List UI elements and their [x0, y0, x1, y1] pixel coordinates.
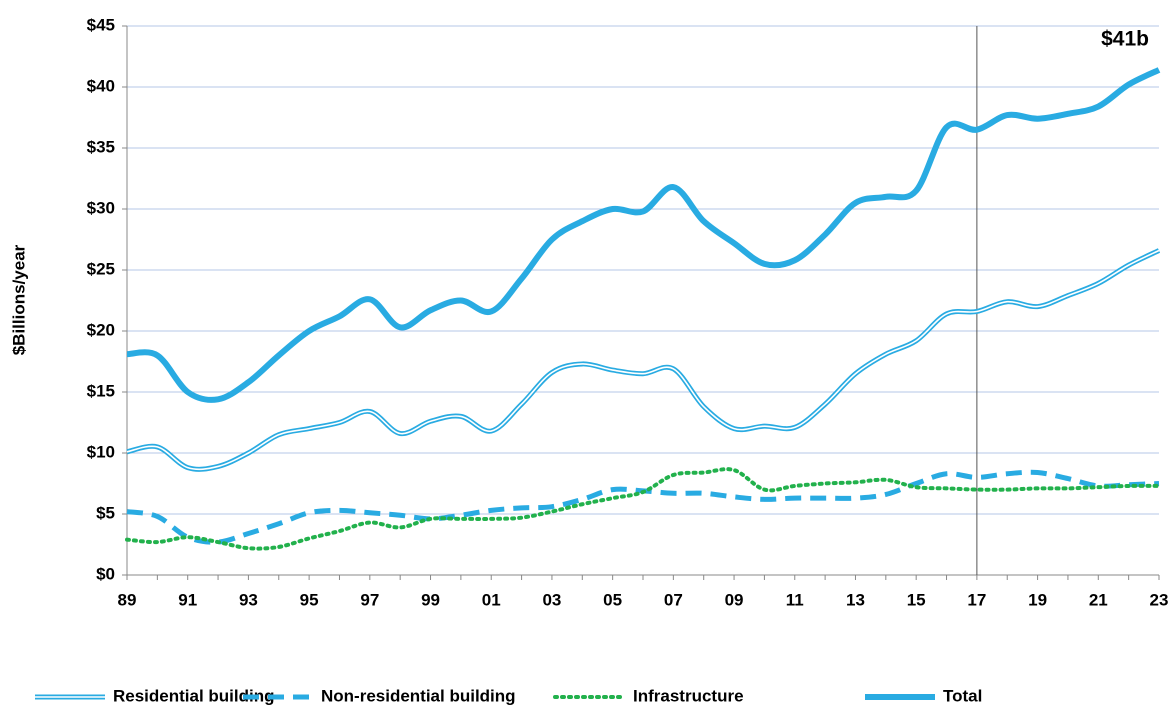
x-tick-label: 97 [360, 590, 379, 609]
series-line-inner [126, 249, 1160, 471]
legend-label: Infrastructure [633, 686, 744, 705]
x-tick-label: 23 [1150, 590, 1169, 609]
y-tick-label: $35 [87, 137, 115, 156]
y-tick-label: $45 [87, 15, 115, 34]
x-tick-label: 91 [178, 590, 197, 609]
y-tick-label: $15 [87, 381, 115, 400]
series-line [126, 248, 1161, 472]
x-tick-label: 93 [239, 590, 258, 609]
series-line [126, 469, 1160, 545]
x-tick-label: 07 [664, 590, 683, 609]
x-tick-label: 03 [542, 590, 561, 609]
legend-label: Total [943, 686, 982, 705]
x-tick-label: 19 [1028, 590, 1047, 609]
x-tick-label: 21 [1089, 590, 1108, 609]
x-tick-label: 89 [118, 590, 137, 609]
series-line [126, 67, 1161, 403]
y-tick-label: $30 [87, 198, 115, 217]
x-tick-label: 95 [300, 590, 319, 609]
x-tick-label: 11 [786, 590, 804, 609]
x-tick-label: 05 [603, 590, 622, 609]
y-tick-label: $10 [87, 442, 115, 461]
y-axis-title: $Billions/year [9, 244, 28, 355]
y-tick-label: $25 [87, 259, 115, 278]
y-tick-label: $20 [87, 320, 115, 339]
y-tick-label: $40 [87, 76, 115, 95]
legend-label: Residential building [113, 686, 275, 705]
x-tick-label: 01 [482, 590, 501, 609]
x-tick-label: 17 [967, 590, 986, 609]
x-tick-label: 09 [725, 590, 744, 609]
x-tick-label: 13 [846, 590, 865, 609]
x-tick-label: 99 [421, 590, 440, 609]
x-tick-label: 15 [907, 590, 926, 609]
legend-label: Non-residential building [321, 686, 516, 705]
series-line [125, 467, 1161, 551]
annotation: $41b [1101, 27, 1149, 50]
y-tick-label: $5 [96, 503, 115, 522]
y-tick-label: $0 [96, 564, 115, 583]
